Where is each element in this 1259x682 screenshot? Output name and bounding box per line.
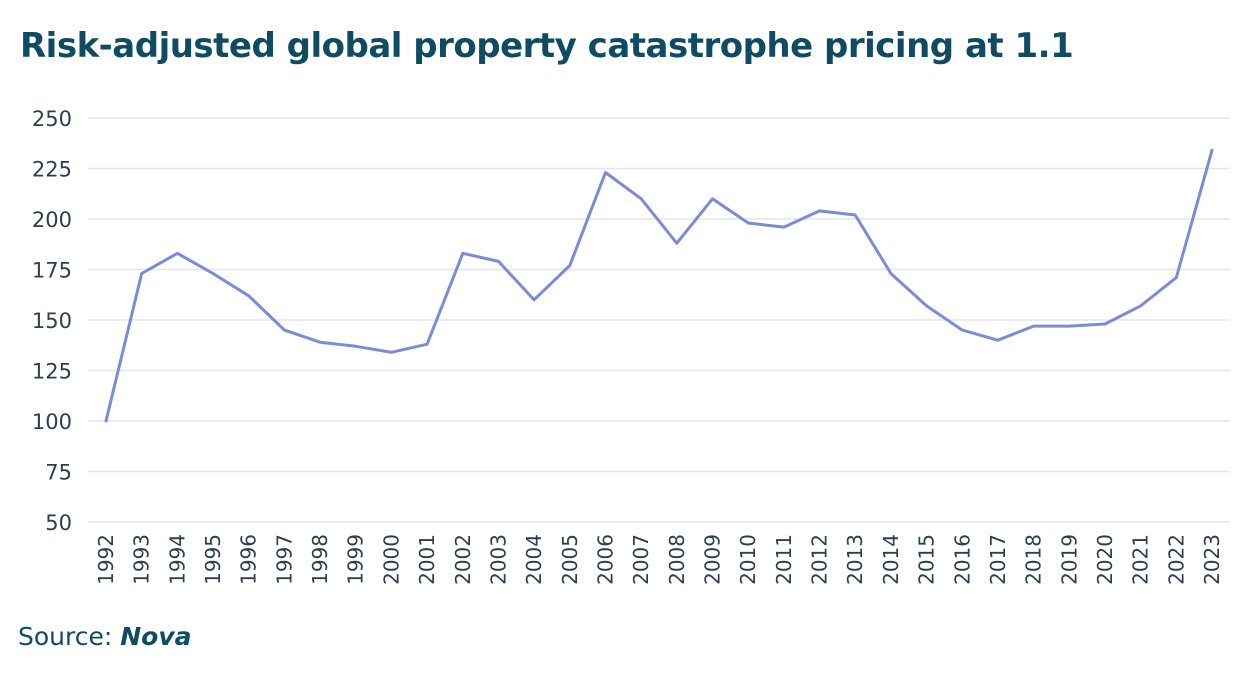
chart-title: Risk-adjusted global property catastroph… [20, 26, 1074, 66]
x-tick-label-2010: 2010 [736, 534, 760, 585]
x-tick-label-2023: 2023 [1200, 534, 1224, 585]
y-tick-label-250: 250 [32, 107, 72, 131]
y-tick-label-150: 150 [32, 309, 72, 333]
x-tick-label-2018: 2018 [1022, 534, 1046, 585]
x-tick-label-1995: 1995 [201, 534, 225, 585]
x-tick-label-2013: 2013 [843, 534, 867, 585]
y-tick-label-100: 100 [32, 410, 72, 434]
source-name: Nova [120, 622, 192, 651]
y-tick-label-175: 175 [32, 259, 72, 283]
y-axis-ticks: 50 75 100 125 150 175 200 225 250 [32, 107, 72, 535]
x-axis-ticks: 1992 1993 1994 1995 1996 1997 1998 1999 2000 2001… [94, 534, 1224, 585]
gridlines [88, 117, 1230, 523]
x-tick-label-2012: 2012 [808, 534, 832, 585]
y-tick-label-200: 200 [32, 208, 72, 232]
x-tick-label-2019: 2019 [1057, 534, 1081, 585]
series-lines [104, 148, 1214, 423]
y-tick-label-125: 125 [32, 360, 72, 384]
x-tick-label-2000: 2000 [379, 534, 403, 585]
x-tick-label-2017: 2017 [986, 534, 1010, 585]
x-tick-label-2022: 2022 [1164, 534, 1188, 585]
x-tick-label-2009: 2009 [701, 534, 725, 585]
source-note: Source: Nova [18, 622, 192, 651]
x-tick-label-1996: 1996 [237, 534, 261, 585]
source-prefix: Source: [18, 622, 121, 651]
x-tick-label-1997: 1997 [272, 534, 296, 585]
x-tick-label-2021: 2021 [1129, 534, 1153, 585]
x-tick-label-2005: 2005 [558, 534, 582, 585]
x-tick-label-2008: 2008 [665, 534, 689, 585]
x-tick-label-1999: 1999 [344, 534, 368, 585]
x-tick-label-2014: 2014 [879, 534, 903, 585]
x-tick-label-2007: 2007 [629, 534, 653, 585]
x-tick-label-2001: 2001 [415, 534, 439, 585]
x-tick-label-1992: 1992 [94, 534, 118, 585]
series-line-0 [104, 148, 1214, 423]
x-tick-label-1993: 1993 [130, 534, 154, 585]
x-tick-label-2004: 2004 [522, 534, 546, 585]
x-tick-label-1998: 1998 [308, 534, 332, 585]
y-tick-label-75: 75 [45, 461, 72, 485]
x-tick-label-1994: 1994 [165, 534, 189, 585]
x-tick-label-2006: 2006 [593, 534, 617, 585]
x-tick-label-2011: 2011 [772, 534, 796, 585]
y-tick-label-50: 50 [45, 511, 72, 535]
x-tick-label-2002: 2002 [451, 534, 475, 585]
x-tick-label-2015: 2015 [915, 534, 939, 585]
x-tick-label-2020: 2020 [1093, 534, 1117, 585]
y-tick-label-225: 225 [32, 158, 72, 182]
x-tick-label-2003: 2003 [486, 534, 510, 585]
x-tick-label-2016: 2016 [950, 534, 974, 585]
